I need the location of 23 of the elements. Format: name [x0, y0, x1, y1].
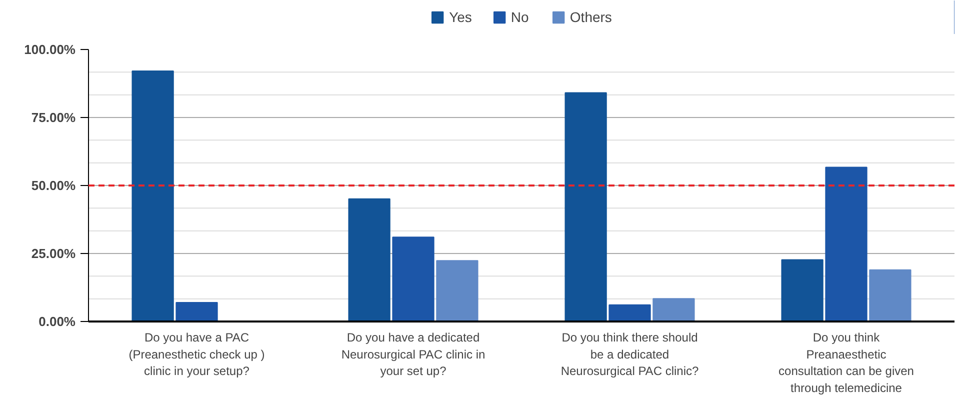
bar — [781, 259, 824, 322]
bar — [176, 302, 218, 322]
legend-label: No — [510, 9, 530, 25]
y-tick-label: 100.00% — [24, 42, 76, 57]
legend-label: Others — [570, 9, 612, 25]
bar — [825, 166, 868, 322]
legend-label: Yes — [449, 9, 472, 25]
bar — [652, 298, 695, 322]
x-tick-label: Do you have a PAC (Preanesthetic check up ) clinic in your setup? — [128, 330, 265, 378]
bar — [348, 198, 390, 322]
bar — [608, 304, 651, 322]
bar — [564, 92, 607, 322]
y-tick-label: 75.00% — [31, 110, 76, 125]
y-tick-label: 25.00% — [31, 246, 76, 261]
y-tick-label: 50.00% — [31, 178, 76, 193]
x-tick-label: Do you have a dedicated Neurosurgical PAC clinic in your set up? — [341, 330, 486, 378]
x-tick-label: Do you think Preanaesthetic consultation can be given through telemedicine — [778, 330, 914, 395]
bar — [132, 70, 174, 322]
bar — [436, 260, 478, 322]
x-tick-label: Do you think there should be a dedicated Neurosurgical PAC clinic? — [560, 330, 699, 378]
bar — [869, 269, 912, 322]
bar — [392, 236, 434, 322]
y-tick-label: 0.00% — [38, 314, 76, 329]
